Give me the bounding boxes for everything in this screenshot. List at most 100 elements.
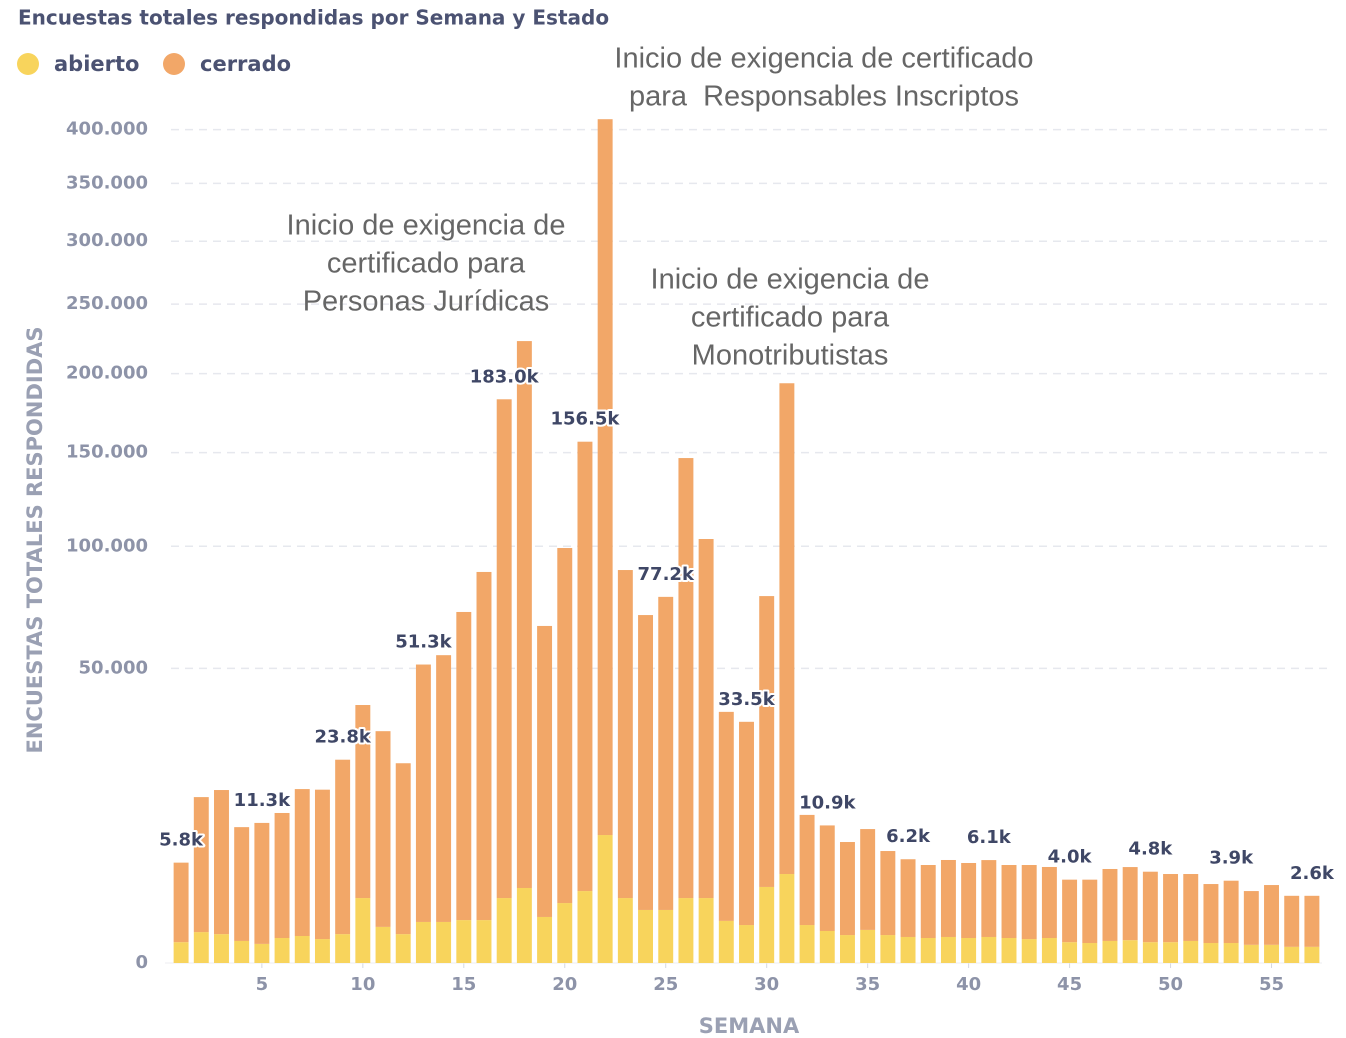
bar-segment [415,921,431,963]
bar-segment [1243,944,1259,963]
bar-segment [274,812,290,938]
bar-segment [638,909,654,963]
bar-segment [1183,940,1199,963]
bar-segment [193,932,209,963]
bar-segment [557,903,573,963]
bar-segment [314,939,330,963]
bar-segment [860,829,876,930]
annotation: Personas Jurídicas [303,286,550,318]
bar-segment [940,936,956,963]
bar-segment [314,789,330,940]
bar-segment [294,789,310,936]
bar-segment [900,859,916,937]
bar-segment [1203,884,1219,944]
x-tick-label: 10 [350,974,375,995]
bar-segment [1082,879,1098,944]
bar-segment [839,842,855,936]
legend-label: cerrado [200,52,291,76]
bar-segment [456,611,472,921]
y-tick-label: 300.000 [66,230,148,251]
bar-segment [537,916,553,963]
bar-segment [375,926,391,963]
bar-segment [1021,939,1037,963]
bar-segment [173,942,189,963]
bar-segment [193,797,209,933]
bar-segment [819,930,835,963]
bar-segment [1102,868,1118,941]
bar-segment [920,865,936,938]
x-tick-label: 25 [653,974,678,995]
bar-segment [617,570,633,899]
bar-segment [234,827,250,941]
bar-segment [658,596,674,910]
bar-segment [1163,942,1179,963]
bar-segment [476,920,492,963]
bar-segment [1142,871,1158,943]
x-tick-label: 5 [256,974,269,995]
bar-segment [395,934,411,963]
legend-swatch [17,53,39,75]
bar-segment [1062,942,1078,963]
annotation: Inicio de exigencia de [651,264,930,296]
bar-segment [1264,885,1279,945]
total-label: 4.8k [1128,839,1173,860]
x-tick-label: 50 [1158,974,1183,995]
bar-segment [577,891,593,963]
bar-segment [254,943,270,963]
total-label: 77.2k [638,564,695,585]
x-tick-label: 40 [956,974,981,995]
annotation: para Responsables Inscriptos [629,81,1019,113]
bar-segment [658,909,674,963]
total-label: 33.5k [718,689,775,710]
bar-segment [961,862,977,938]
bar-segment [214,934,229,963]
bar-segment [1041,937,1057,963]
legend-label: abierto [54,52,139,76]
bar-segment [961,937,977,963]
bar-segment [1021,865,1037,940]
bar-segment [981,936,997,963]
bar-segment [355,898,371,963]
bar-segment [516,887,532,963]
total-label: 5.8k [159,830,204,851]
bar-segment [234,940,250,963]
bar-segment [557,548,573,904]
bar-segment [1284,895,1300,947]
bar-segment [1223,943,1239,963]
y-tick-label: 0 [135,952,148,973]
bar-segment [335,934,351,963]
y-tick-label: 250.000 [66,293,148,314]
bar-segment [839,935,855,963]
bar-segment [597,119,613,836]
bar-segment [739,925,754,963]
bar-segment [355,705,371,899]
bar-segment [1122,867,1138,941]
bar-segment [537,625,553,917]
annotation: certificado para [691,302,890,334]
bar-segment [496,399,512,899]
annotation: Monotributistas [692,340,889,372]
bar-segment [920,937,936,963]
total-label: 51.3k [395,632,452,653]
bar-segment [1062,879,1078,943]
total-label: 183.0k [470,366,540,387]
bar-segment [900,936,916,963]
annotation: Inicio de exigencia de [287,210,566,242]
bar-segment [335,759,351,935]
x-tick-label: 55 [1259,974,1284,995]
total-label: 23.8k [314,727,371,748]
bar-segment [1223,880,1239,944]
bar-segment [880,851,896,936]
bar-segment [678,898,694,963]
bar-segment [516,341,532,888]
bar-segment [496,898,512,963]
bar-segment [1102,940,1118,963]
bar-segment [1041,866,1057,938]
total-label: 6.1k [967,827,1012,848]
y-tick-label: 50.000 [79,657,148,678]
y-tick-label: 100.000 [66,535,148,556]
bar-segment [1304,946,1320,963]
bar-segment [759,886,775,963]
bar-segment [476,571,492,921]
annotation: Inicio de exigencia de certificado [614,43,1033,75]
